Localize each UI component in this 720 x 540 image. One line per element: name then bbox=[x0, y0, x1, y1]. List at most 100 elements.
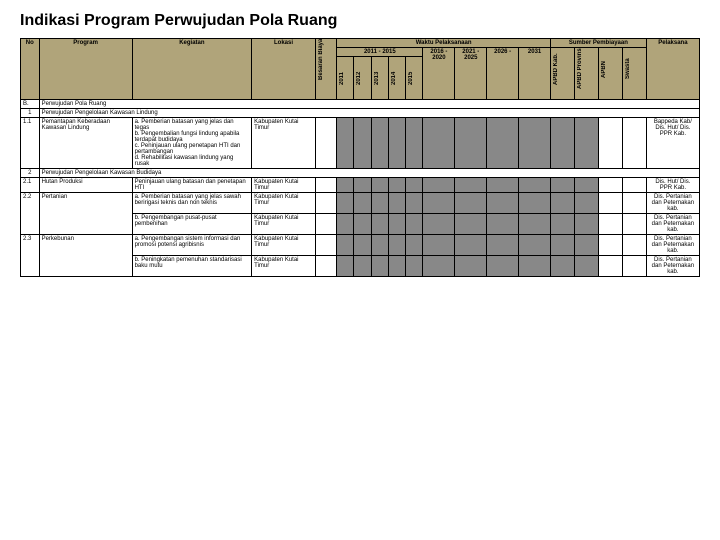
cell bbox=[315, 235, 336, 256]
cell-y bbox=[455, 214, 487, 235]
cell-y bbox=[455, 193, 487, 214]
cell-pb bbox=[551, 193, 575, 214]
cell-pb bbox=[574, 214, 598, 235]
cell-y bbox=[519, 193, 551, 214]
hdr-swasta: Swasta bbox=[622, 48, 646, 100]
cell-y bbox=[487, 235, 519, 256]
cell-y bbox=[371, 118, 388, 169]
cell-y bbox=[388, 118, 405, 169]
cell-y bbox=[423, 235, 455, 256]
cell-y bbox=[354, 178, 371, 193]
hdr-p2016: 2016 - 2020 bbox=[423, 48, 455, 100]
cell-lok: Kabupaten Kutai Timur bbox=[252, 193, 316, 214]
cell bbox=[315, 178, 336, 193]
table-row: 2 Perwujudan Pengelolaan Kawasan Budiday… bbox=[21, 169, 700, 178]
cell-y bbox=[388, 214, 405, 235]
table-row: 2.1 Hutan Produksi Peninjauan ulang bata… bbox=[21, 178, 700, 193]
cell-pb bbox=[598, 193, 622, 214]
table-row: 1 Perwujudan Pengelolaan Kawasan Lindung bbox=[21, 109, 700, 118]
hdr-2014: 2014 bbox=[388, 57, 405, 100]
cell-pel: Dis. Hut/ Dis. PPR Kab. bbox=[646, 178, 699, 193]
cell-no: 2.3 bbox=[21, 235, 40, 277]
cell-pb bbox=[574, 178, 598, 193]
cell-y bbox=[337, 235, 354, 256]
cell-y bbox=[423, 256, 455, 277]
cell-y bbox=[455, 178, 487, 193]
cell-y bbox=[337, 214, 354, 235]
cell-y bbox=[354, 118, 371, 169]
cell-keg: Peninjauan ulang batasan dan penetapan H… bbox=[132, 178, 252, 193]
cell-y bbox=[406, 193, 423, 214]
cell-pb bbox=[622, 235, 646, 256]
cell-pb bbox=[622, 178, 646, 193]
cell-y bbox=[337, 193, 354, 214]
cell-lok: Kabupaten Kutai Timur bbox=[252, 256, 316, 277]
cell-pb bbox=[551, 214, 575, 235]
hdr-program: Program bbox=[39, 39, 132, 100]
hdr-waktu: Waktu Pelaksanaan bbox=[337, 39, 551, 48]
cell-y bbox=[455, 256, 487, 277]
cell-pb bbox=[622, 256, 646, 277]
cell bbox=[315, 214, 336, 235]
hdr-2011: 2011 bbox=[337, 57, 354, 100]
cell-pb bbox=[622, 214, 646, 235]
cell-keg: b. Pengembangan pusat-pusat pembenihan bbox=[132, 214, 252, 235]
cell-y bbox=[371, 214, 388, 235]
cell-y bbox=[337, 256, 354, 277]
cell-pb bbox=[574, 235, 598, 256]
cell-y bbox=[519, 118, 551, 169]
cell-y bbox=[519, 256, 551, 277]
cell-pel: Dis. Pertanian dan Peternakan kab. bbox=[646, 214, 699, 235]
cell-y bbox=[423, 214, 455, 235]
cell-y bbox=[388, 193, 405, 214]
cell-prog: Perwujudan Pengelolaan Kawasan Lindung bbox=[39, 109, 699, 118]
cell bbox=[315, 118, 336, 169]
main-table: No Program Kegiatan Lokasi Besaran Biaya… bbox=[20, 38, 700, 277]
cell-lok: Kabupaten Kutai Timur bbox=[252, 214, 316, 235]
cell-pb bbox=[551, 256, 575, 277]
cell-y bbox=[423, 178, 455, 193]
cell-no: 2 bbox=[21, 169, 40, 178]
table-row: 1.1 Pemantapan Keberadaan Kawasan Lindun… bbox=[21, 118, 700, 169]
cell-pb bbox=[598, 214, 622, 235]
cell-keg: a. Pemberian batasan yang jelas dan tega… bbox=[132, 118, 252, 169]
cell-keg: a. Pengembangan sistem informasi dan pro… bbox=[132, 235, 252, 256]
cell-y bbox=[354, 193, 371, 214]
cell-no: 1.1 bbox=[21, 118, 40, 169]
cell-pb bbox=[598, 235, 622, 256]
cell-prog: Hutan Produksi bbox=[39, 178, 132, 193]
cell bbox=[315, 193, 336, 214]
cell-pel: Dis. Pertanian dan Peternakan kab. bbox=[646, 193, 699, 214]
hdr-no: No bbox=[21, 39, 40, 100]
hdr-apbdkab: APBD Kab. bbox=[551, 48, 575, 100]
cell-y bbox=[337, 178, 354, 193]
cell-prog: Perwujudan Pengelolaan Kawasan Budidaya bbox=[39, 169, 699, 178]
table-row: 2.2 Pertanian a. Pemberian batasan yang … bbox=[21, 193, 700, 214]
hdr-2015: 2015 bbox=[406, 57, 423, 100]
hdr-apbdprov: APBD Provinsi bbox=[574, 48, 598, 100]
cell-y bbox=[354, 235, 371, 256]
cell-y bbox=[487, 256, 519, 277]
cell-y bbox=[388, 178, 405, 193]
cell-pb bbox=[551, 118, 575, 169]
hdr-sumber: Sumber Pembiayaan bbox=[551, 39, 647, 48]
cell-y bbox=[406, 235, 423, 256]
table-row: 2.3 Perkebunan a. Pengembangan sistem in… bbox=[21, 235, 700, 256]
cell-prog: Perkebunan bbox=[39, 235, 132, 277]
cell-pel: Dis. Pertanian dan Peternakan kab. bbox=[646, 235, 699, 256]
page-title: Indikasi Program Perwujudan Pola Ruang bbox=[20, 12, 700, 30]
hdr-besaran: Besaran Biaya bbox=[315, 39, 336, 100]
cell-y bbox=[519, 178, 551, 193]
cell-pb bbox=[574, 256, 598, 277]
cell-prog: Pertanian bbox=[39, 193, 132, 235]
cell-pb bbox=[551, 235, 575, 256]
cell-no: 2.2 bbox=[21, 193, 40, 235]
cell-y bbox=[455, 118, 487, 169]
cell-y bbox=[423, 118, 455, 169]
cell-lok: Kabupaten Kutai Timur bbox=[252, 178, 316, 193]
cell-y bbox=[371, 256, 388, 277]
hdr-p2026: 2026 - bbox=[487, 48, 519, 100]
cell-y bbox=[371, 235, 388, 256]
cell-pb bbox=[598, 256, 622, 277]
cell-lok: Kabupaten Kutai Timur bbox=[252, 118, 316, 169]
